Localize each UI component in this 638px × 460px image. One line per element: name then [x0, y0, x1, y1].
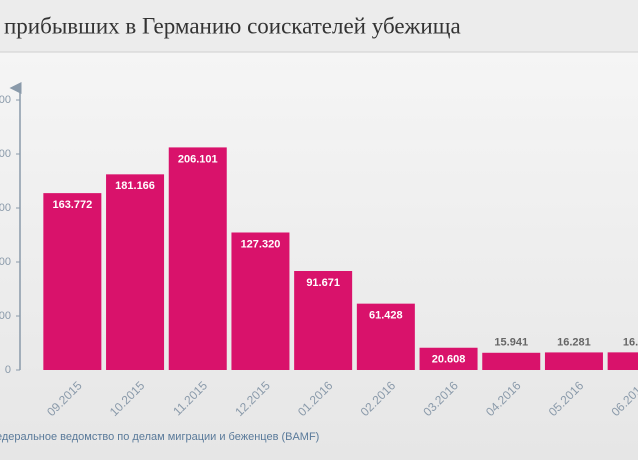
y-tick-label: 50.000 [0, 310, 11, 322]
y-tick-label: 200.000 [0, 148, 11, 160]
bar [231, 232, 290, 370]
y-tick-label: 150.000 [0, 202, 11, 214]
header [0, 0, 638, 52]
bar [607, 352, 638, 370]
value-label: 20.608 [432, 354, 466, 366]
value-label: 61.428 [369, 310, 403, 322]
value-label: 91.671 [306, 277, 340, 289]
value-label: 16.281 [557, 336, 591, 348]
bar [168, 147, 227, 370]
bar [106, 174, 165, 370]
bar [482, 352, 541, 370]
y-tick-label: 100.000 [0, 256, 11, 268]
value-label: 15.941 [494, 337, 528, 349]
value-label: 16.33 [623, 336, 638, 348]
bar [43, 193, 102, 370]
value-label: 163.772 [52, 199, 92, 211]
value-label: 181.166 [115, 180, 155, 192]
chart-title: прибывших в Германию соискателей убежища [4, 13, 461, 38]
bar [419, 347, 478, 370]
source: едеральное ведомство по делам миграции и… [0, 431, 319, 443]
y-tick-label: 250.000 [0, 94, 11, 106]
value-label: 206.101 [178, 153, 218, 165]
bar [544, 352, 603, 370]
y-tick-label: 0 [5, 364, 11, 376]
bar [294, 270, 353, 370]
value-label: 127.320 [241, 238, 281, 250]
bar [356, 303, 415, 370]
